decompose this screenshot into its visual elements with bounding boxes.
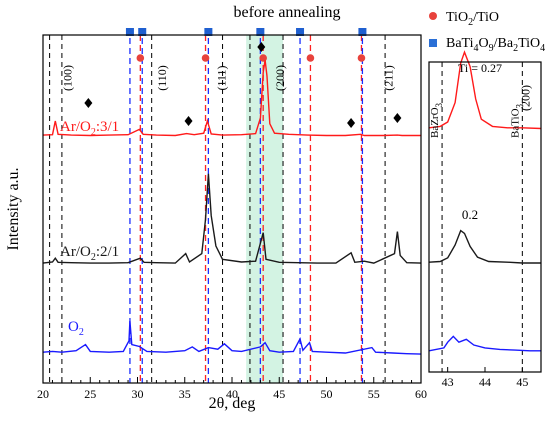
x-tick-label: 35 (179, 387, 191, 401)
peak-label: (211) (382, 65, 396, 91)
series-line (42, 173, 422, 264)
plot-frame (42, 34, 422, 384)
y-axis-title: Intensity a.u. (5, 167, 22, 250)
marker-square (256, 28, 265, 36)
marker-square (204, 28, 213, 36)
chart-title: before annealing (233, 4, 340, 21)
marker-diamond (393, 113, 402, 123)
x-tick-label: 40 (226, 387, 238, 401)
series-label: O2 (68, 319, 84, 338)
x-tick-label: 25 (84, 387, 96, 401)
inset-annotation: Ti = 0.27 (458, 61, 502, 75)
peak-label: (100) (60, 65, 74, 91)
inset-x-tick-label: 45 (516, 375, 528, 389)
marker-square (358, 28, 367, 36)
legend-label: TiO2/TiO (446, 10, 499, 28)
inset-series-line (428, 335, 541, 352)
inset-series-line (428, 50, 542, 130)
inset-x-tick-label: 44 (479, 375, 491, 389)
inset-series-line (428, 229, 541, 264)
marker-diamond (347, 118, 356, 128)
series-line (42, 60, 421, 137)
highlight-band (246, 35, 284, 383)
x-axis-title: 2θ, deg (209, 395, 256, 412)
legend-marker (429, 12, 437, 20)
marker-diamond (184, 116, 193, 126)
marker-circle (306, 54, 315, 62)
marker-circle (201, 54, 210, 62)
x-tick-label: 60 (415, 387, 427, 401)
series-label: Ar/O2:2/1 (60, 244, 119, 263)
marker-circle (357, 54, 366, 62)
marker-square (125, 28, 134, 36)
x-tick-label: 55 (368, 387, 380, 401)
peak-label: (200) (273, 65, 287, 91)
x-tick-label: 45 (273, 387, 285, 401)
peak-label: (111) (214, 65, 228, 90)
x-tick-label: 20 (37, 387, 49, 401)
inset-x-tick-label: 43 (442, 375, 454, 389)
marker-circle (259, 54, 267, 62)
inset-ref-label: (200) (518, 85, 532, 111)
series-label: Ar/O2:3/1 (60, 119, 119, 138)
marker-square (138, 28, 147, 36)
series-line (42, 320, 422, 355)
marker-square (296, 28, 305, 36)
marker-circle (136, 54, 145, 62)
marker-diamond (257, 42, 266, 52)
inset-ref-label: BaZrO3 (429, 102, 444, 138)
legend-marker (429, 39, 437, 47)
inset-ref-label: BaTiO3 (509, 103, 524, 138)
x-tick-label: 30 (132, 387, 144, 401)
inset-annotation: 0.2 (462, 207, 478, 222)
peak-label: (110) (155, 65, 169, 91)
legend-label: BaTi4O9/Ba2TiO4 (446, 36, 545, 54)
x-tick-label: 50 (321, 387, 333, 401)
marker-diamond (84, 98, 93, 108)
